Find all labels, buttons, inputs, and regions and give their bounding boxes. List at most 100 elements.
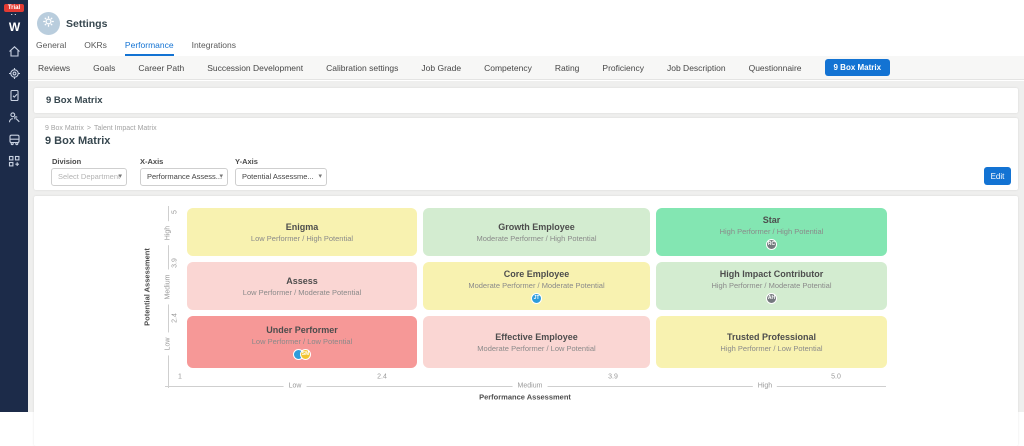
page-header-title: Settings [66,18,107,30]
breadcrumb-separator: > [87,125,91,132]
cell-subtitle: Moderate Performer / Moderate Potential [468,281,604,290]
matrix-cell-under-performer[interactable]: Under Performer Low Performer / Low Poten… [187,316,417,368]
y-axis-segment-label: High [165,221,172,245]
cell-title: Enigma [286,222,319,232]
tab-integrations[interactable]: Integrations [192,40,236,56]
trial-badge: Trial [4,4,24,12]
y-axis-select-value: Potential Assessme... [242,172,314,181]
app-logo: W [9,17,19,34]
transport-icon[interactable] [7,132,21,146]
y-axis-title: Potential Assessment [143,248,152,326]
matrix-cell-enigma[interactable]: Enigma Low Performer / High Potential [187,208,417,256]
subtab-questionnaire[interactable]: Questionnaire [749,63,802,73]
y-axis-tick: 3.9 [172,258,179,268]
avatar-badge[interactable]: SM [300,349,311,360]
subtab-9-box-matrix[interactable]: 9 Box Matrix [825,59,891,76]
subtab-reviews[interactable]: Reviews [38,63,70,73]
y-axis-tick: 2.4 [172,313,179,323]
avatar-badge[interactable]: RC [766,239,777,250]
cell-subtitle: Low Performer / Moderate Potential [243,288,361,297]
cell-title: Star [763,215,781,225]
tab-okrs[interactable]: OKRs [84,40,107,56]
cell-subtitle: High Performer / High Potential [720,227,824,236]
x-axis-tick: 5.0 [831,374,841,381]
breadcrumb-root[interactable]: 9 Box Matrix [45,125,84,132]
chevron-down-icon: ▾ [219,169,223,185]
matrix-cell-trusted-professional[interactable]: Trusted Professional High Performer / Low… [656,316,887,368]
cell-subtitle: Moderate Performer / Low Potential [477,344,595,353]
x-axis-segment-label: Low [284,383,307,390]
tasks-icon[interactable] [7,88,21,102]
cell-subtitle: High Performer / Low Potential [720,344,822,353]
cell-badges: SM [293,349,311,360]
y-axis-tick: 5 [172,210,179,214]
chevron-down-icon: ▾ [318,169,322,185]
matrix-chart-card: Enigma Low Performer / High Potential Grow… [34,196,1018,446]
matrix-cell-assess[interactable]: Assess Low Performer / Moderate Potential [187,262,417,310]
cell-title: Effective Employee [495,332,578,342]
subtab-goals[interactable]: Goals [93,63,115,73]
edit-button[interactable]: Edit [984,167,1011,185]
x-axis-segment-label: High [753,383,777,390]
subtab-job-grade[interactable]: Job Grade [421,63,461,73]
subtab-calibration-settings[interactable]: Calibration settings [326,63,398,73]
matrix-cell-core-employee[interactable]: Core Employee Moderate Performer / Modera… [423,262,650,310]
breadcrumb: 9 Box Matrix>Talent Impact Matrix [45,125,157,132]
y-axis-select[interactable]: Potential Assessme... ▾ [235,168,327,186]
y-axis-segment-label: Medium [165,270,172,305]
breadcrumb-current: Talent Impact Matrix [94,125,157,132]
home-icon[interactable] [7,44,21,58]
x-axis-select-value: Performance Assess... [147,172,222,181]
cell-badges: JT [531,293,542,304]
subtab-career-path[interactable]: Career Path [138,63,184,73]
tab-performance[interactable]: Performance [125,40,174,56]
matrix-cell-growth-employee[interactable]: Growth Employee Moderate Performer / High… [423,208,650,256]
settings-avatar [37,12,60,35]
settings-gear-icon[interactable] [7,66,21,80]
avatar-badge[interactable]: JT [531,293,542,304]
cell-subtitle: High Performer / Moderate Potential [711,281,831,290]
tab-general[interactable]: General [36,40,66,56]
y-axis-segment-label: Low [165,333,172,356]
division-select-value: Select Department [58,172,120,181]
content-area: 9 Box Matrix 9 Box Matrix>Talent Impact … [28,81,1024,412]
division-select[interactable]: Select Department ▾ [51,168,127,186]
matrix-cell-star[interactable]: Star High Performer / High Potential RC [656,208,887,256]
sidebar: Trial W [0,0,28,412]
header: Settings General OKRs Performance Integrati… [28,0,1024,56]
cell-title: Assess [286,276,318,286]
subtab-succession-development[interactable]: Succession Development [207,63,303,73]
matrix-settings-card: 9 Box Matrix>Talent Impact Matrix 9 Box … [34,118,1018,190]
cell-title: Trusted Professional [727,332,816,342]
x-axis-label: X-Axis [140,157,163,166]
cell-subtitle: Moderate Performer / High Potential [476,234,596,243]
section-title: 9 Box Matrix [46,95,103,106]
cell-title: Core Employee [504,269,570,279]
x-axis-select[interactable]: Performance Assess... ▾ [140,168,228,186]
subtab-job-description[interactable]: Job Description [667,63,726,73]
avatar-badge[interactable]: AH [766,293,777,304]
cell-title: High Impact Contributor [720,269,824,279]
x-axis-segment-label: Medium [513,383,548,390]
apps-grid-plus-icon[interactable] [7,154,21,168]
app-window: Trial W Settings General OKRs Performance I… [0,0,1024,412]
cell-subtitle: Low Performer / Low Potential [252,337,352,346]
cell-subtitle: Low Performer / High Potential [251,234,353,243]
subtab-rating[interactable]: Rating [555,63,580,73]
subtab-proficiency[interactable]: Proficiency [602,63,644,73]
x-axis-tick: 2.4 [377,374,387,381]
x-axis-title: Performance Assessment [479,393,571,402]
matrix-cell-high-impact-contributor[interactable]: High Impact Contributor High Performer / … [656,262,887,310]
cell-title: Under Performer [266,325,338,335]
admin-tools-icon[interactable] [7,110,21,124]
subtab-competency[interactable]: Competency [484,63,532,73]
division-label: Division [52,157,81,166]
gear-icon [42,15,55,33]
x-axis-tick: 1 [178,374,182,381]
cell-badges: AH [766,293,777,304]
section-title-bar: 9 Box Matrix [34,88,1018,113]
page-title: 9 Box Matrix [45,135,110,147]
chevron-down-icon: ▾ [118,169,122,185]
cell-title: Growth Employee [498,222,575,232]
matrix-cell-effective-employee[interactable]: Effective Employee Moderate Performer / L… [423,316,650,368]
